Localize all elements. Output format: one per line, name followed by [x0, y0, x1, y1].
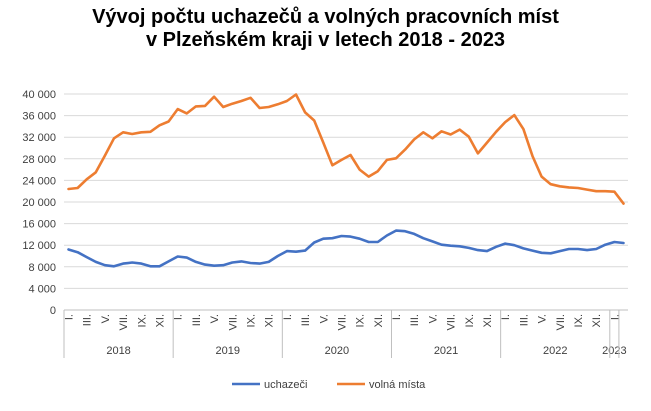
- y-tick-label: 40 000: [22, 89, 56, 101]
- x-tick-label: V.: [100, 314, 112, 323]
- x-tick-label: VII.: [336, 314, 348, 331]
- x-tick-label: XI.: [373, 314, 385, 327]
- year-label: 2021: [434, 345, 458, 357]
- year-label: 2019: [215, 345, 239, 357]
- x-tick-label: I.: [391, 314, 403, 320]
- y-tick-label: 12 000: [22, 240, 56, 252]
- x-tick-label: VII.: [118, 314, 130, 331]
- x-tick-label: I.: [500, 314, 512, 320]
- x-tick-label: V.: [209, 314, 221, 323]
- y-tick-label: 4 000: [28, 283, 56, 295]
- year-label: 2020: [325, 345, 349, 357]
- x-tick-label: V.: [427, 314, 439, 323]
- x-tick-label: I.: [64, 314, 76, 320]
- x-tick-label: IX.: [464, 314, 476, 327]
- y-tick-label: 28 000: [22, 154, 56, 166]
- y-tick-label: 16 000: [22, 219, 56, 231]
- x-tick-label: XI.: [482, 314, 494, 327]
- x-tick-label: VII.: [555, 314, 567, 331]
- x-tick-label: VII.: [446, 314, 458, 331]
- y-tick-label: 0: [50, 305, 56, 317]
- x-tick-label: XI.: [264, 314, 276, 327]
- x-tick-label: V.: [537, 314, 549, 323]
- x-tick-label: III.: [409, 314, 421, 326]
- y-tick-label: 36 000: [22, 111, 56, 123]
- chart-title-line-2: v Plzeňském kraji v letech 2018 - 2023: [145, 29, 506, 51]
- x-tick-label: XI.: [155, 314, 167, 327]
- series-lines: [67, 93, 625, 268]
- x-tick-label: IX.: [136, 314, 148, 327]
- series-line: [67, 93, 625, 205]
- grid-lines: [64, 93, 628, 311]
- x-tick-label: IX.: [355, 314, 367, 327]
- chart-title-line-1: Vývoj počtu uchazečů a volných pracovníc…: [92, 6, 559, 28]
- x-tick-label: III.: [191, 314, 203, 326]
- y-tick-label: 24 000: [22, 175, 56, 187]
- year-label: 2022: [543, 345, 567, 357]
- x-tick-label: VII.: [227, 314, 239, 331]
- y-tick-label: 20 000: [22, 197, 56, 209]
- x-tick-label: V.: [318, 314, 330, 323]
- series-line: [67, 229, 625, 268]
- x-tick-label: I.: [282, 314, 294, 320]
- legend-label: uchazeči: [264, 379, 307, 391]
- x-tick-label: III.: [518, 314, 530, 326]
- year-label: 2018: [106, 345, 130, 357]
- x-tick-label: I.: [609, 314, 621, 320]
- x-tick-label: I.: [173, 314, 185, 320]
- year-label: 2023: [602, 345, 626, 357]
- y-axis-ticks: 0 4 000 8 000 12 000 16 000 20 000 24 000 28 00…: [22, 89, 56, 317]
- legend-label: volná místa: [369, 379, 426, 391]
- y-tick-label: 32 000: [22, 132, 56, 144]
- x-tick-label: IX.: [245, 314, 257, 327]
- chart-title: Vývoj počtu uchazečů a volných pracovníc…: [0, 6, 651, 52]
- x-tick-label: III.: [82, 314, 94, 326]
- x-tick-label: XI.: [591, 314, 603, 327]
- x-tick-label: IX.: [573, 314, 585, 327]
- legend: uchazeči volná místa: [232, 379, 426, 391]
- x-axis: I. III. V. VII. IX. XI. 2018 I. III. V. VII. IX. XI.…: [63, 309, 628, 358]
- y-tick-label: 8 000: [28, 262, 56, 274]
- x-tick-label: III.: [300, 314, 312, 326]
